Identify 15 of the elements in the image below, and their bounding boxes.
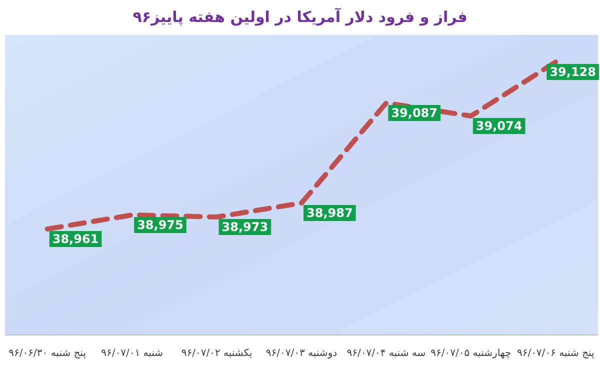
x-tick-label: چهارشنبه ۹۶/۰۷/۰۵ [430, 348, 512, 359]
data-label: 39,074 [476, 119, 522, 133]
data-label: 38,975 [137, 218, 184, 232]
x-tick-label: دوشنبه ۹۶/۰۷/۰۳ [266, 348, 338, 359]
x-tick-label: یکشنبه ۹۶/۰۷/۰۲ [181, 348, 252, 359]
x-tick-label: سه شنبه ۹۶/۰۷/۰۴ [346, 348, 426, 359]
x-tick-label: شنبه ۹۶/۰۷/۰۱ [101, 348, 164, 359]
data-label: 38,961 [52, 232, 99, 246]
x-tick-label: پنج شنبه ۹۶/۰۶/۳۰ [8, 348, 86, 359]
chart-title: فراز و فرود دلار آمریکا در اولین هفته پاییز۹۶ [132, 7, 468, 26]
data-label: 38,987 [306, 206, 353, 220]
data-label: 38,973 [222, 220, 268, 234]
x-tick-label: پنج شنبه ۹۶/۰۷/۰۶ [516, 348, 595, 359]
data-label: 39,128 [550, 65, 596, 79]
data-label: 39,087 [391, 106, 438, 120]
